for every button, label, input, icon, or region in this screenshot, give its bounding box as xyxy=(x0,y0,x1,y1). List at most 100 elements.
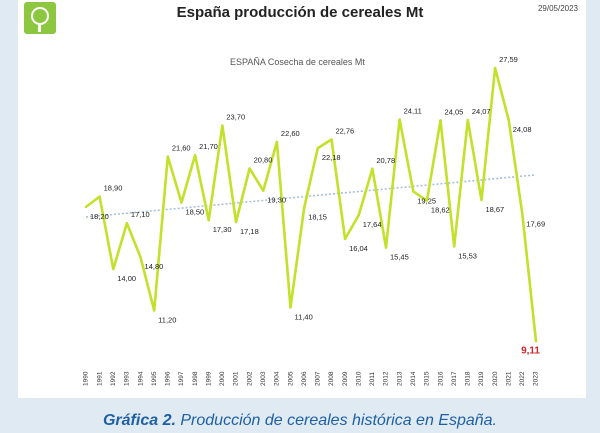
data-label-1995: 11,20 xyxy=(158,315,176,324)
x-tick-label-2018: 2018 xyxy=(465,371,472,386)
x-tick-label-2019: 2019 xyxy=(478,371,485,386)
data-label-1997: 18,50 xyxy=(185,208,204,217)
data-label-2019: 18,67 xyxy=(485,205,504,214)
data-label-2003: 19,30 xyxy=(267,196,286,205)
x-tick-label-2008: 2008 xyxy=(328,371,335,386)
logo-stem xyxy=(38,24,41,32)
data-point-2021 xyxy=(507,118,510,122)
x-tick-label-1996: 1996 xyxy=(165,371,172,386)
x-tick-label-1999: 1999 xyxy=(205,371,212,386)
data-label-2014: 19,25 xyxy=(417,196,436,205)
data-label-1994: 14,80 xyxy=(145,262,164,271)
data-label-2018: 24,07 xyxy=(472,107,491,116)
data-point-2018 xyxy=(466,118,470,122)
x-tick-label-2003: 2003 xyxy=(260,371,267,386)
data-label-2000: 23,70 xyxy=(226,113,245,122)
data-label-2011: 20,78 xyxy=(376,156,395,165)
chart-title: ESPAÑA Cosecha de cereales Mt xyxy=(230,57,365,67)
x-tick-label-2020: 2020 xyxy=(492,371,499,386)
data-label-2022: 17,69 xyxy=(526,219,545,228)
data-label-2005: 11,40 xyxy=(295,313,313,322)
data-point-2017 xyxy=(452,245,456,248)
data-point-1990 xyxy=(84,205,88,209)
x-tick-label-1997: 1997 xyxy=(178,371,185,386)
x-tick-label-2022: 2022 xyxy=(519,371,526,386)
x-tick-label-2011: 2011 xyxy=(369,372,376,386)
data-point-2005 xyxy=(289,306,292,309)
data-label-2001: 17,18 xyxy=(240,227,259,236)
x-tick-label-2006: 2006 xyxy=(301,371,308,386)
data-point-2009 xyxy=(343,237,347,241)
caption-text: Producción de cereales histórica en Espa… xyxy=(175,412,497,429)
x-tick-label-2016: 2016 xyxy=(437,371,444,386)
data-point-2006 xyxy=(302,206,306,209)
data-label-1999: 17,30 xyxy=(213,225,232,234)
chart-panel xyxy=(18,0,586,398)
data-label-1992: 14,00 xyxy=(117,274,136,283)
data-point-2019 xyxy=(480,198,483,202)
x-tick-label-1990: 1990 xyxy=(83,371,90,386)
data-label-1990: 18,20 xyxy=(90,212,109,221)
data-label-2008: 22,76 xyxy=(335,126,354,135)
data-point-2014 xyxy=(412,190,415,193)
data-point-2016 xyxy=(439,119,442,122)
data-point-2003 xyxy=(262,189,265,192)
data-label-1991: 18,90 xyxy=(104,184,123,193)
data-label-2021: 24,08 xyxy=(513,125,532,134)
data-label-2009: 16,04 xyxy=(349,244,368,253)
data-point-1994 xyxy=(139,256,142,259)
data-point-1997 xyxy=(180,201,183,204)
data-point-2011 xyxy=(371,167,374,170)
data-point-1991 xyxy=(98,195,101,198)
data-point-2015 xyxy=(425,199,429,202)
data-label-1996: 21,60 xyxy=(172,144,191,153)
x-tick-label-2010: 2010 xyxy=(355,371,362,386)
data-point-2001 xyxy=(234,220,238,224)
data-point-2022 xyxy=(521,213,524,216)
x-tick-label-2004: 2004 xyxy=(274,371,281,386)
x-tick-label-2013: 2013 xyxy=(396,371,403,386)
data-point-1995 xyxy=(152,309,156,312)
x-tick-label-2001: 2001 xyxy=(233,371,240,386)
x-tick-label-2002: 2002 xyxy=(246,371,253,386)
page-title: España producción de cereales Mt xyxy=(176,4,424,21)
x-tick-label-2012: 2012 xyxy=(383,371,390,386)
data-point-2008 xyxy=(330,138,333,141)
x-tick-label-1991: 1991 xyxy=(96,371,103,386)
data-point-2012 xyxy=(384,246,388,249)
x-tick-label-1992: 1992 xyxy=(110,371,117,386)
x-tick-label-2015: 2015 xyxy=(424,371,431,386)
data-label-2010: 17,64 xyxy=(363,220,382,229)
data-label-2006: 18,15 xyxy=(308,213,327,222)
figure-caption: Gráfica 2. Producción de cereales histór… xyxy=(0,412,600,430)
data-point-2010 xyxy=(357,214,360,217)
data-label-2020: 27,59 xyxy=(499,55,518,64)
series-line xyxy=(85,66,538,342)
caption-label: Gráfica 2. xyxy=(102,412,176,429)
data-point-2013 xyxy=(398,118,401,121)
x-tick-label-2009: 2009 xyxy=(342,371,349,386)
data-point-2000 xyxy=(221,124,224,127)
x-tick-label-2000: 2000 xyxy=(219,371,226,386)
data-point-2002 xyxy=(248,167,251,170)
data-point-1993 xyxy=(125,222,129,225)
data-label-2023: 9,11 xyxy=(521,345,540,356)
data-label-2012: 15,45 xyxy=(390,253,409,262)
data-label-2002: 20,80 xyxy=(254,155,273,164)
x-tick-label-1993: 1993 xyxy=(124,371,131,386)
data-point-2007 xyxy=(316,146,320,150)
data-point-1998 xyxy=(193,153,197,157)
data-point-1999 xyxy=(207,219,210,222)
x-tick-label-2021: 2021 xyxy=(505,371,512,386)
data-point-1992 xyxy=(112,267,115,271)
data-label-2017: 15,53 xyxy=(458,251,477,260)
data-point-2004 xyxy=(275,140,279,144)
date-label: 29/05/2023 xyxy=(537,4,578,13)
data-label-2004: 22,60 xyxy=(281,129,300,138)
data-label-1998: 21,70 xyxy=(199,142,218,151)
data-label-1993: 17,10 xyxy=(131,210,150,219)
x-tick-label-2014: 2014 xyxy=(410,371,417,386)
x-tick-label-1995: 1995 xyxy=(151,371,158,386)
data-point-2020 xyxy=(493,66,497,70)
